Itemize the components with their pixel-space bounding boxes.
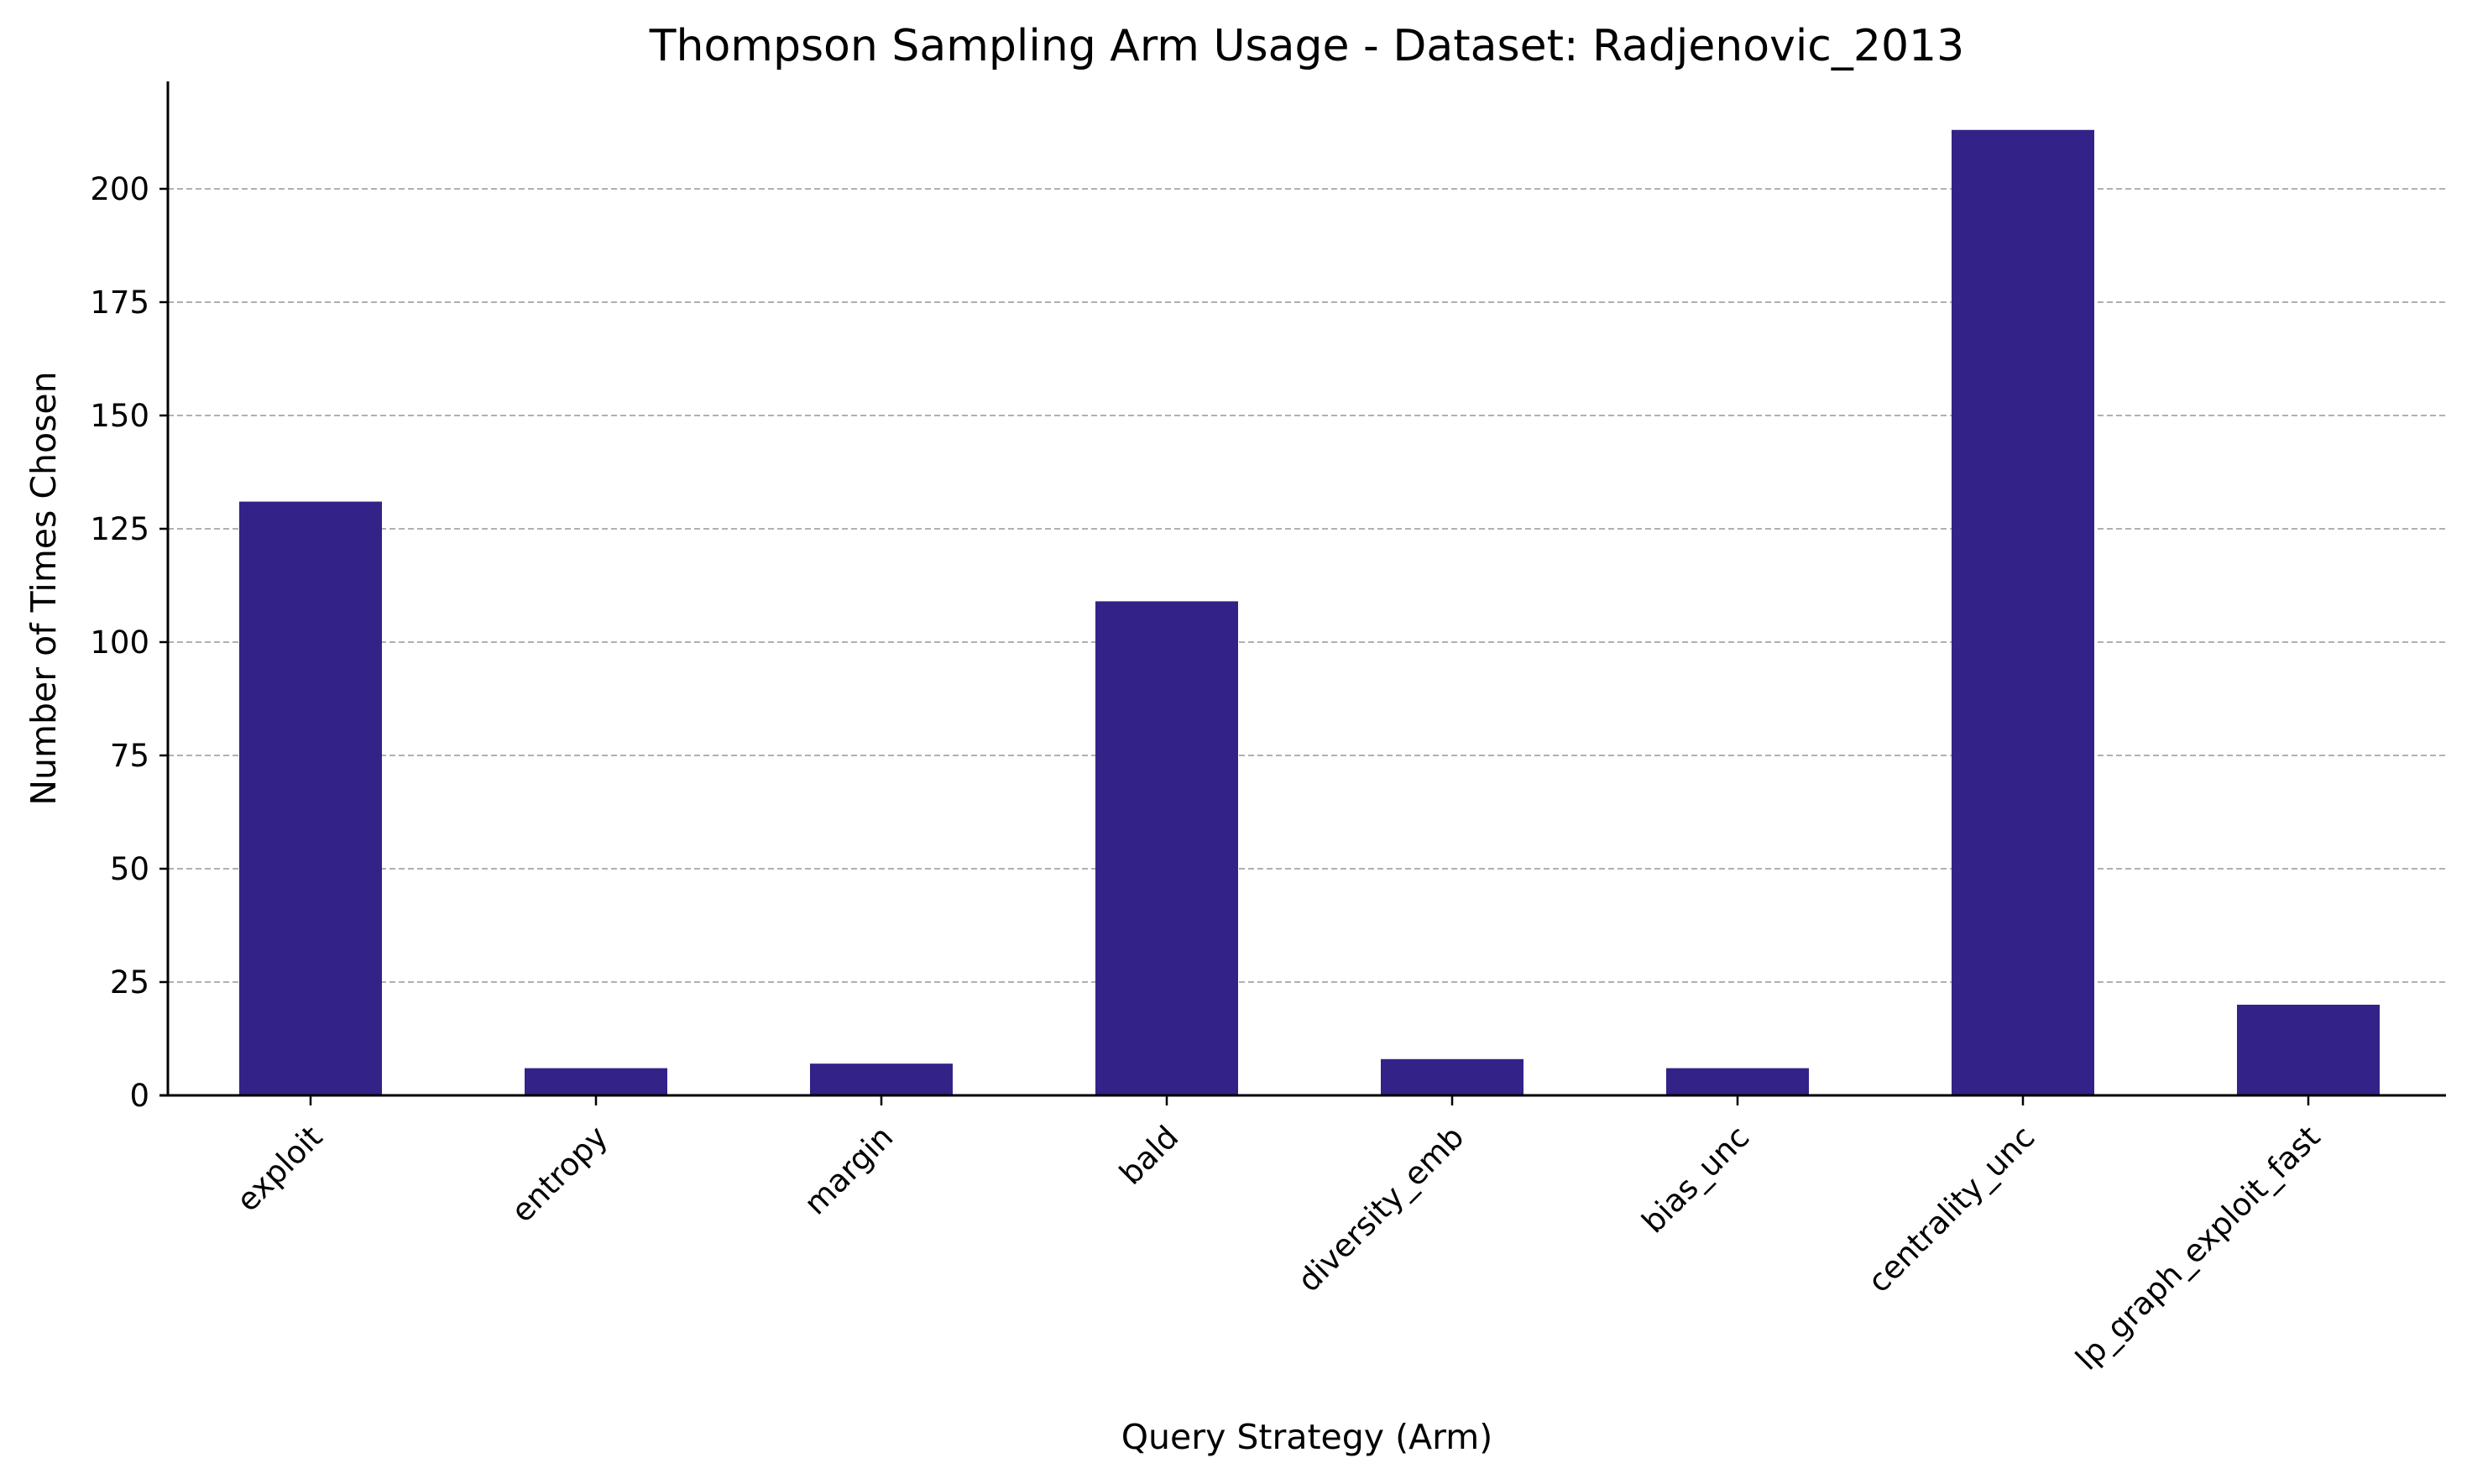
bar-entropy	[525, 1068, 667, 1095]
x-axis-label: Query Strategy (Arm)	[1121, 1417, 1492, 1457]
y-tick-label: 125	[90, 511, 149, 547]
bar-centrality_unc	[1952, 129, 2094, 1095]
y-tick-label: 75	[110, 738, 149, 774]
x-tick-label: bias_unc	[1635, 1119, 1757, 1241]
y-tick-label: 0	[129, 1078, 149, 1114]
x-tick-label: lp_graph_exploit_fast	[2069, 1119, 2328, 1377]
y-tick-label: 200	[90, 171, 149, 207]
y-gridlines	[168, 187, 2446, 983]
y-tick-label: 150	[90, 398, 149, 434]
y-tick-label: 50	[110, 851, 149, 887]
bar-margin	[810, 1063, 953, 1095]
x-ticks: exploit entropy margin bald diversity_emb bia…	[229, 1095, 2327, 1377]
x-tick-label: exploit	[229, 1119, 329, 1219]
y-tick-label: 175	[90, 285, 149, 321]
y-ticks: 0 25 50 75 100 125 150 175 200	[90, 171, 168, 1114]
x-tick-label: centrality_unc	[1861, 1119, 2041, 1299]
x-tick-label: diversity_emb	[1291, 1119, 1471, 1299]
x-tick-label: entropy	[504, 1119, 615, 1230]
y-tick-label: 100	[90, 624, 149, 661]
chart-title: Thompson Sampling Arm Usage - Dataset: R…	[649, 21, 1964, 71]
bar-lp_graph_exploit_fast	[2237, 1004, 2380, 1095]
y-tick-label: 25	[110, 964, 149, 1001]
bar-bald	[1095, 601, 1238, 1095]
x-tick-label: margin	[797, 1119, 901, 1222]
bars	[239, 129, 2380, 1095]
bar-exploit	[239, 501, 382, 1095]
bar-diversity_emb	[1381, 1058, 1523, 1095]
y-axis-label: Number of Times Chosen	[24, 371, 64, 805]
x-tick-label: bald	[1112, 1119, 1185, 1192]
bar-bias_unc	[1666, 1068, 1809, 1095]
